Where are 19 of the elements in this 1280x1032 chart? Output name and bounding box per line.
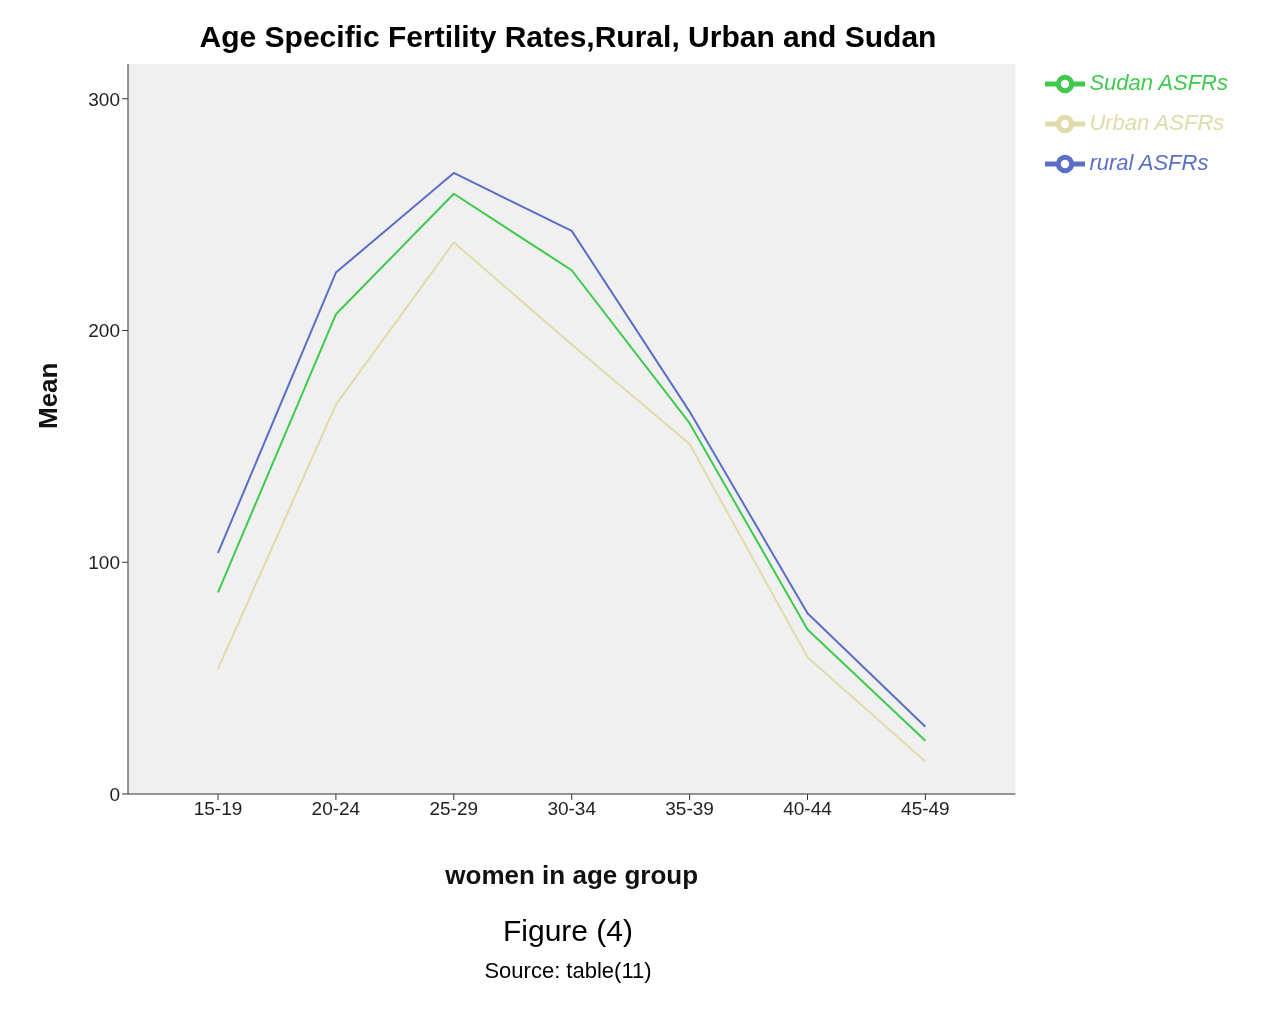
x-tick-label: 45-49 (901, 798, 950, 820)
x-tick-label: 15-19 (193, 798, 243, 820)
y-tick-label: 100 (88, 552, 120, 573)
y-tick-label: 300 (88, 88, 120, 110)
legend-label: Urban ASFRs (1089, 109, 1225, 135)
x-tick-label: 20-24 (311, 798, 361, 820)
x-tick-label: 30-34 (547, 798, 597, 820)
x-axis-title: women in age group (444, 860, 699, 890)
text: Figure (4) (501, 914, 634, 948)
x-tick-label: 35-39 (665, 798, 714, 820)
source-note: Source: table(11) (483, 958, 653, 984)
y-axis-title: Mean (33, 362, 64, 429)
x-tick-label: 25-29 (429, 798, 479, 820)
x-tick-label: 40-44 (783, 798, 833, 820)
legend-label: Sudan ASFRs (1089, 69, 1228, 95)
legend-label: rural ASFRs (1089, 149, 1209, 175)
y-tick-label: 200 (88, 320, 120, 342)
y-tick-label: 0 (109, 783, 120, 805)
chart-title: Age Specific Fertility Rates,Rural, Urban and Sudan (198, 20, 938, 54)
